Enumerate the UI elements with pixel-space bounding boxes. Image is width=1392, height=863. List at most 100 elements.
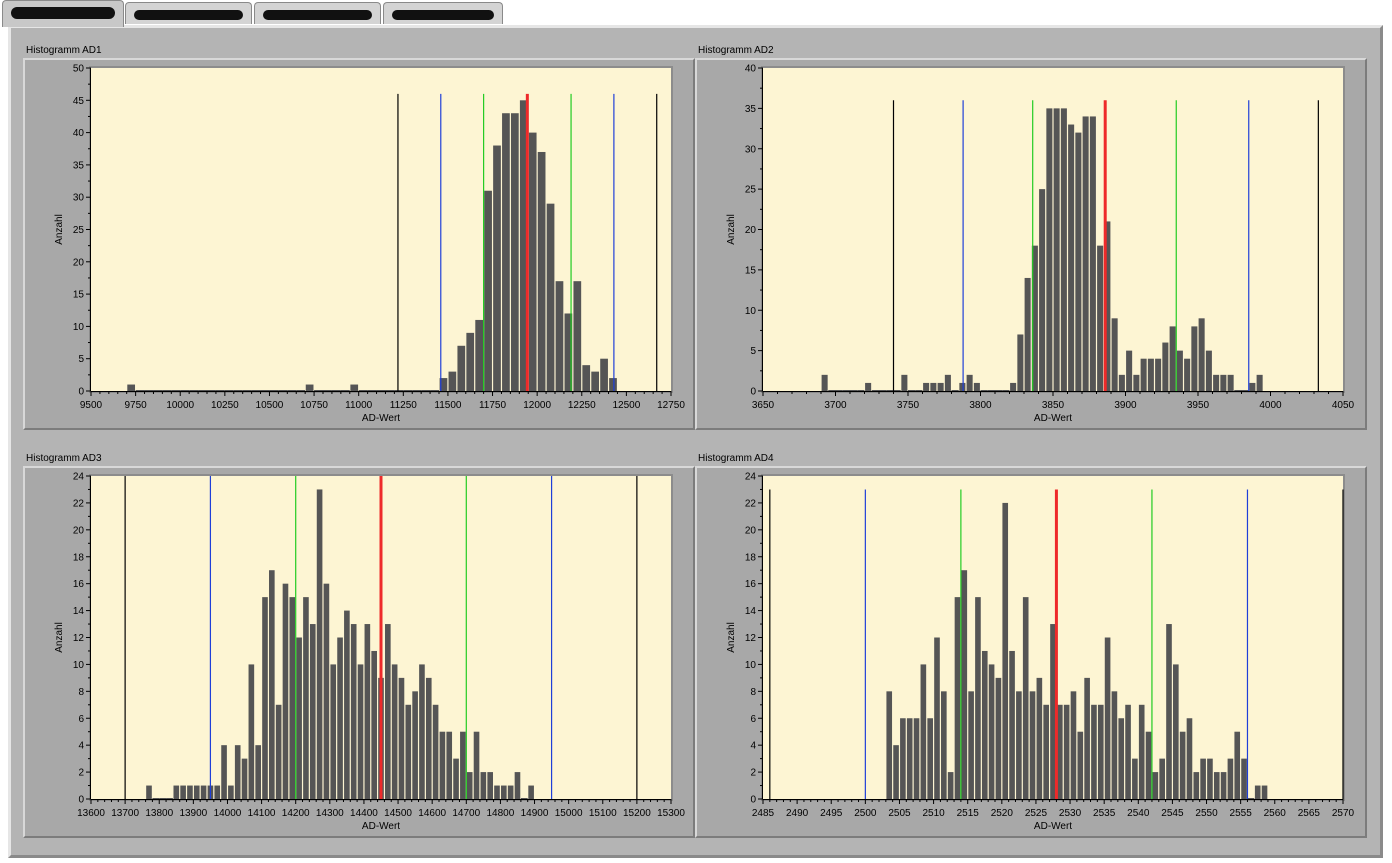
histogram-bar: [923, 382, 930, 391]
histogram-bar: [1118, 374, 1125, 391]
histogram-bar: [1173, 664, 1179, 799]
histogram-bar: [391, 664, 398, 799]
histogram-bar: [480, 772, 487, 799]
y-tick-label: 35: [73, 160, 85, 171]
histogram-bar: [493, 145, 501, 391]
histogram-bar: [930, 382, 937, 391]
x-tick-label: 13900: [179, 808, 207, 819]
x-tick-label: 2495: [820, 808, 843, 819]
x-tick-label: 2545: [1161, 808, 1184, 819]
histogram-bar: [1046, 108, 1053, 391]
y-tick-label: 15: [745, 265, 757, 276]
histogram-bar: [1186, 718, 1193, 799]
histogram-bar: [1145, 731, 1152, 799]
histogram-bar: [269, 570, 275, 799]
redacted-tab-label: [263, 10, 372, 20]
x-tick-label: 2560: [1264, 808, 1287, 819]
histogram-ad2-frame: 0 5 10 15 20 25 30 35 40 3650 3700 3750 3800 3850 3900…: [695, 58, 1367, 430]
histogram-bar: [1241, 758, 1247, 799]
y-tick-label: 0: [78, 795, 84, 806]
plot-area: [91, 68, 671, 391]
histogram-bar: [1152, 772, 1159, 799]
x-tick-label: 4000: [1259, 400, 1282, 411]
histogram-bar: [1024, 277, 1031, 391]
histogram-bar: [357, 664, 364, 799]
tab-2[interactable]: [125, 2, 252, 24]
y-tick-label: 8: [78, 687, 84, 698]
histogram-bar: [432, 704, 439, 799]
histogram-bar: [1016, 691, 1022, 799]
tab-4[interactable]: [383, 2, 503, 24]
histogram-bar: [927, 718, 933, 799]
histogram-bar: [453, 758, 459, 799]
histogram-bar: [1227, 374, 1234, 391]
x-tick-label: 15200: [623, 808, 651, 819]
histogram-bar: [900, 718, 906, 799]
histogram-bar: [473, 731, 480, 799]
histogram-bar: [275, 704, 282, 799]
tab-1[interactable]: [2, 0, 124, 27]
histogram-bar: [1140, 358, 1147, 391]
x-tick-label: 15100: [589, 808, 617, 819]
histogram-bar: [901, 374, 908, 391]
histogram-bar: [289, 597, 296, 799]
histogram-bar: [1207, 758, 1213, 799]
histogram-bar: [1254, 785, 1261, 799]
histogram-bar: [303, 597, 309, 799]
x-axis-label: AD-Wert: [362, 413, 400, 424]
histogram-bar: [344, 610, 350, 799]
y-axis-label: Anzahl: [54, 214, 65, 245]
histogram-bar: [282, 583, 289, 799]
histogram-bar: [439, 731, 446, 799]
histogram-bar: [1220, 374, 1227, 391]
histogram-bar: [865, 382, 872, 391]
y-tick-label: 12: [745, 633, 757, 644]
histogram-bar: [510, 113, 519, 391]
histogram-bar: [1200, 758, 1206, 799]
histogram-bar: [316, 489, 323, 799]
histogram-bar: [514, 772, 521, 799]
histogram-bar: [364, 624, 371, 799]
chart-title-ad2: Histogramm AD2: [698, 45, 774, 56]
histogram-bar: [1002, 502, 1009, 799]
histogram-bar: [214, 785, 221, 799]
y-tick-label: 22: [745, 498, 757, 509]
x-tick-label: 14500: [384, 808, 412, 819]
histogram-bar: [1125, 704, 1131, 799]
x-axis-label: AD-Wert: [1034, 821, 1072, 832]
histogram-bar: [193, 785, 200, 799]
histogram-bar: [1089, 116, 1096, 391]
histogram-bar: [1009, 650, 1015, 799]
x-tick-label: 14200: [282, 808, 310, 819]
x-tick-label: 2565: [1298, 808, 1321, 819]
histogram-bar: [573, 281, 582, 391]
x-tick-label: 3900: [1114, 400, 1137, 411]
y-tick-label: 25: [73, 225, 85, 236]
x-tick-label: 14400: [350, 808, 378, 819]
histogram-bar: [528, 132, 537, 391]
histogram-bar: [966, 374, 973, 391]
histogram-bar: [913, 718, 920, 799]
histogram-bar: [906, 718, 913, 799]
y-tick-label: 10: [745, 660, 757, 671]
histogram-bar: [1227, 758, 1234, 799]
x-tick-label: 2485: [752, 808, 775, 819]
histogram-bar: [1084, 677, 1090, 799]
y-tick-label: 18: [73, 552, 85, 563]
x-tick-label: 10250: [211, 400, 239, 411]
histogram-bar: [1220, 772, 1227, 799]
histogram-bar: [1118, 718, 1125, 799]
x-tick-label: 14900: [521, 808, 549, 819]
tab-3[interactable]: [254, 2, 381, 24]
histogram-bar: [507, 785, 514, 799]
x-tick-label: 2520: [991, 808, 1014, 819]
histogram-bar: [1184, 358, 1191, 391]
histogram-bar: [1159, 758, 1165, 799]
histogram-bar: [487, 772, 493, 799]
histogram-bar: [1097, 704, 1104, 799]
redacted-tab-label: [392, 10, 494, 20]
histogram-bar: [412, 691, 418, 799]
y-tick-label: 4: [750, 741, 756, 752]
histogram-bar: [893, 745, 899, 799]
x-tick-label: 11250: [390, 400, 418, 411]
